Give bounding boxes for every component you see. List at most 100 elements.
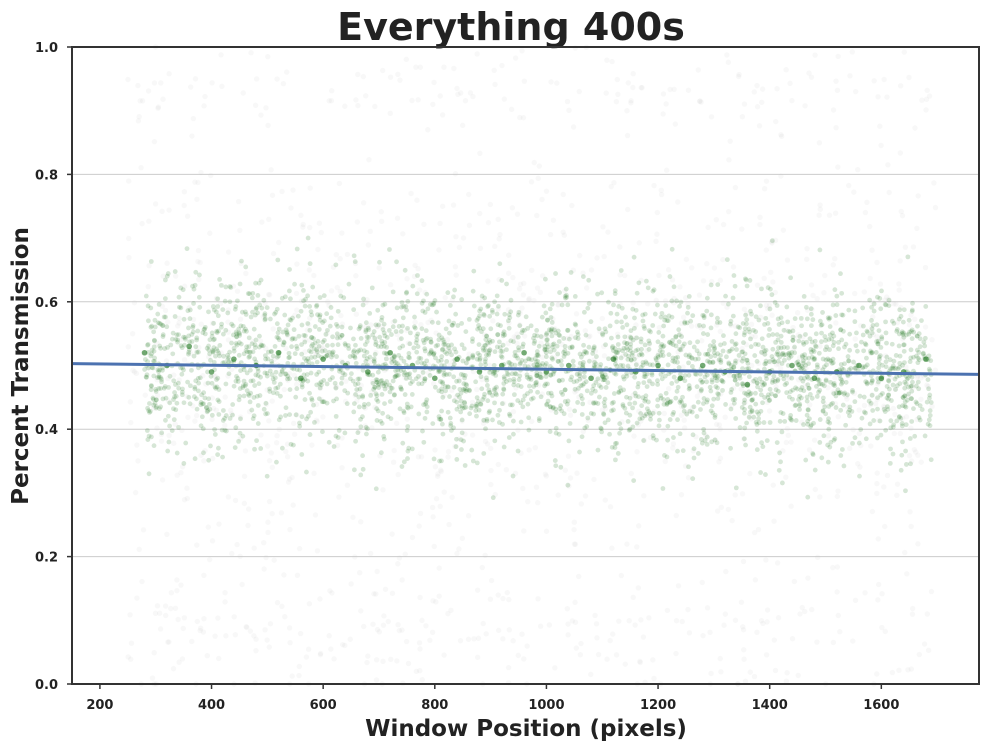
core-point: [917, 417, 923, 423]
faint-point: [415, 454, 422, 460]
core-point: [585, 415, 591, 421]
core-point: [287, 387, 293, 393]
faint-point: [876, 337, 882, 344]
faint-point: [876, 417, 882, 424]
core-point: [764, 376, 769, 382]
faint-point: [324, 330, 330, 336]
core-point: [390, 324, 396, 330]
core-point: [274, 354, 280, 360]
faint-point: [175, 323, 181, 329]
core-point: [506, 435, 512, 440]
core-point: [365, 325, 371, 331]
core-point: [405, 405, 411, 411]
core-point: [331, 444, 337, 449]
faint-point: [565, 453, 572, 459]
faint-point: [919, 97, 925, 103]
core-point: [901, 342, 907, 348]
core-point: [697, 322, 702, 328]
core-point: [232, 445, 238, 451]
faint-point: [520, 292, 527, 298]
faint-point: [306, 267, 313, 273]
core-point: [559, 408, 564, 414]
core-point: [470, 336, 475, 342]
core-point: [639, 403, 645, 409]
core-point: [348, 325, 353, 331]
faint-point: [505, 270, 512, 276]
faint-point: [633, 361, 640, 367]
core-point: [512, 371, 518, 377]
core-point: [562, 293, 568, 299]
core-point: [470, 458, 476, 464]
core-point: [631, 478, 637, 483]
faint-point: [740, 624, 746, 630]
core-point: [511, 392, 517, 398]
faint-point: [685, 87, 692, 93]
core-point: [609, 444, 615, 450]
core-point: [878, 392, 884, 398]
faint-point: [394, 658, 400, 664]
faint-point: [400, 231, 406, 237]
faint-point: [614, 331, 621, 337]
faint-point: [725, 59, 732, 65]
core-point: [356, 394, 362, 400]
faint-point: [136, 114, 142, 120]
core-point: [897, 360, 903, 366]
core-point: [734, 381, 740, 387]
core-point: [284, 329, 290, 335]
core-point: [220, 307, 226, 312]
core-point: [189, 332, 195, 337]
core-point: [840, 312, 846, 318]
core-point: [490, 371, 496, 377]
core-point: [582, 349, 588, 354]
faint-point: [825, 384, 831, 391]
core-point: [328, 305, 334, 310]
faint-point: [784, 257, 791, 263]
faint-point: [184, 393, 190, 400]
faint-point: [206, 354, 212, 360]
faint-point: [573, 311, 580, 317]
core-point: [831, 391, 837, 397]
faint-point: [694, 393, 701, 399]
core-point: [277, 381, 283, 387]
core-point: [790, 328, 796, 334]
core-point: [590, 347, 596, 353]
core-point: [707, 343, 713, 349]
core-point: [416, 373, 421, 379]
core-point: [363, 320, 369, 326]
core-point: [242, 383, 248, 389]
core-point: [401, 408, 407, 414]
faint-point: [741, 306, 748, 312]
y-tick-label-1: 0.2: [35, 551, 58, 566]
faint-point: [449, 297, 456, 303]
summary-point: [811, 375, 818, 382]
core-point: [285, 360, 291, 366]
core-point: [628, 334, 633, 340]
core-point: [656, 330, 662, 335]
core-point: [173, 382, 178, 387]
core-point: [739, 349, 745, 355]
faint-point: [899, 415, 906, 421]
faint-point: [331, 656, 337, 662]
core-point: [444, 359, 450, 364]
faint-point: [723, 568, 729, 575]
faint-point: [417, 646, 423, 652]
core-point: [633, 307, 639, 313]
core-point: [250, 290, 256, 296]
faint-point: [786, 374, 793, 381]
core-point: [907, 436, 913, 441]
core-point: [222, 427, 228, 433]
core-point: [260, 343, 266, 349]
core-point: [770, 357, 776, 363]
faint-point: [830, 107, 837, 113]
faint-point: [879, 591, 885, 597]
faint-point: [319, 346, 325, 352]
faint-point: [417, 510, 424, 517]
core-point: [641, 380, 647, 386]
core-point: [790, 338, 796, 343]
core-point: [728, 321, 733, 327]
core-point: [903, 381, 909, 387]
core-point: [711, 339, 717, 344]
faint-point: [412, 262, 418, 269]
core-point: [391, 392, 397, 398]
core-point: [305, 293, 311, 299]
